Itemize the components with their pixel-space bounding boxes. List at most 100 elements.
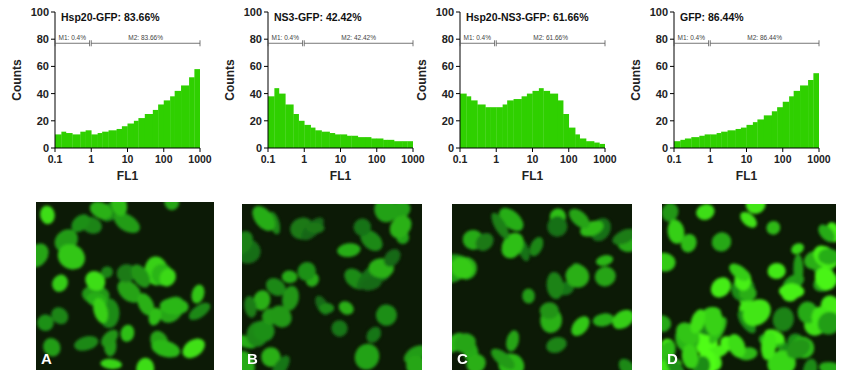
y-tick <box>670 148 674 149</box>
gate-line <box>496 43 605 44</box>
histogram-bar <box>72 134 80 148</box>
cell <box>707 273 735 301</box>
y-tick-label: 100 <box>650 6 668 18</box>
x-tick <box>200 148 201 152</box>
histogram-bar <box>466 96 471 148</box>
histogram-bar <box>558 100 564 148</box>
histogram-bar <box>674 141 681 148</box>
histogram-bar <box>808 80 814 148</box>
micrograph-background <box>452 204 632 370</box>
cell <box>704 307 724 336</box>
histogram-bar <box>134 121 139 148</box>
histogram-bar <box>507 100 514 148</box>
cell <box>545 271 565 300</box>
cell <box>242 227 257 258</box>
cell <box>127 261 154 291</box>
histogram-bar <box>569 128 576 148</box>
y-tick <box>264 12 268 13</box>
x-tick <box>460 148 461 152</box>
gate-end <box>496 40 497 46</box>
gate-line <box>55 43 90 44</box>
cell <box>352 217 373 238</box>
gate-line <box>710 43 819 44</box>
y-tick <box>51 120 55 121</box>
gate-line <box>674 43 709 44</box>
gate-line <box>304 43 413 44</box>
cell <box>522 288 535 303</box>
y-tick-label: 60 <box>37 60 49 72</box>
gate-end <box>674 40 675 46</box>
histogram-bar <box>117 129 123 148</box>
gate-end <box>708 40 709 46</box>
histogram-bar <box>164 100 171 148</box>
y-axis-label: Counts <box>10 59 24 101</box>
gate-end <box>200 40 201 46</box>
gate-end <box>302 40 303 46</box>
x-tick-label: 1000 <box>593 153 617 165</box>
y-axis-label: Counts <box>629 59 643 101</box>
y-tick <box>264 148 268 149</box>
histogram-bar <box>322 132 330 148</box>
y-tick-label: 80 <box>250 33 262 45</box>
histogram-bar <box>293 114 299 148</box>
gate-label: M2: 83.66% <box>128 34 163 41</box>
y-tick <box>51 66 55 67</box>
y-tick-label: 80 <box>442 33 454 45</box>
histogram-bar <box>66 133 73 148</box>
histogram-bar <box>550 94 558 148</box>
cell <box>159 297 189 315</box>
cell <box>136 357 155 370</box>
cell <box>818 248 836 265</box>
cell <box>336 242 361 258</box>
y-tick-label: 20 <box>37 115 49 127</box>
histogram-bar <box>757 119 764 148</box>
histogram-bar <box>680 140 685 148</box>
cells <box>662 204 836 370</box>
y-tick <box>456 66 460 67</box>
y-tick <box>51 12 55 13</box>
cell <box>610 225 632 248</box>
gate-end <box>460 40 461 46</box>
gate-end <box>413 40 414 46</box>
cell <box>615 356 632 370</box>
histogram-bar <box>503 104 508 148</box>
cell <box>801 357 819 370</box>
cell <box>359 275 383 293</box>
x-tick-label: 1000 <box>401 153 425 165</box>
y-tick-label: 20 <box>442 115 454 127</box>
x-tick-label: 0.1 <box>667 153 682 165</box>
gate-line <box>460 43 495 44</box>
x-axis-label: FL1 <box>117 169 139 183</box>
cell <box>48 304 72 328</box>
histogram-bar <box>315 130 322 148</box>
histogram-panel: 0204060801000.11101001000CountsFL1M1: 0.… <box>415 6 617 183</box>
cell <box>68 211 93 236</box>
histogram-bar <box>109 130 117 148</box>
histogram-bar <box>736 129 742 148</box>
histogram-bar <box>394 141 402 148</box>
histogram-bar <box>304 125 311 148</box>
gate-label: M1: 0.4% <box>59 34 87 41</box>
x-tick-label: 1 <box>707 153 713 165</box>
histogram-panel: 0204060801000.11101001000CountsFL1M1: 0.… <box>10 6 212 183</box>
micrograph: A <box>22 192 214 373</box>
cell <box>242 349 258 370</box>
histogram-bar <box>145 114 153 148</box>
y-tick-label: 100 <box>31 6 49 18</box>
panel-label: A <box>41 350 52 367</box>
histogram-bar <box>194 69 200 148</box>
histogram-bar <box>539 88 544 148</box>
cell <box>351 340 384 370</box>
cell <box>248 204 280 235</box>
cells <box>452 204 632 370</box>
x-tick-label: 0.1 <box>453 153 468 165</box>
cell <box>527 235 547 259</box>
histogram-bar <box>351 136 358 148</box>
cell <box>738 294 777 332</box>
gate-end <box>304 40 305 46</box>
y-tick <box>51 93 55 94</box>
histogram-bar <box>189 77 195 148</box>
x-tick <box>413 148 414 152</box>
y-tick-label: 20 <box>656 115 668 127</box>
x-tick-label: 1000 <box>188 153 212 165</box>
